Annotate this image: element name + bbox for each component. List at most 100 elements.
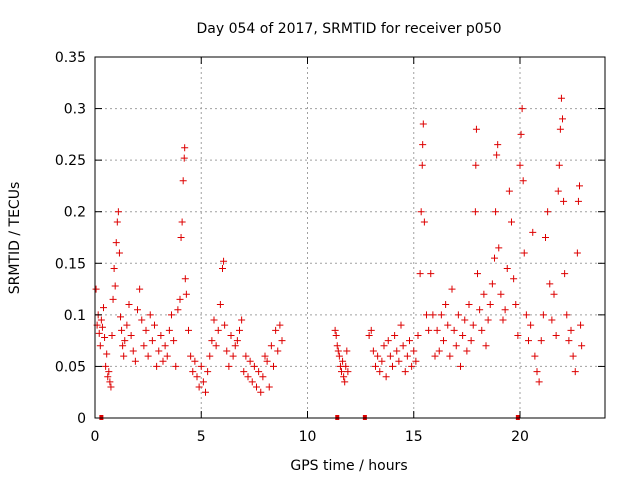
data-point <box>242 352 250 360</box>
data-point <box>142 326 150 334</box>
data-point <box>335 352 343 360</box>
data-point <box>120 352 128 360</box>
data-point <box>427 270 435 278</box>
data-point <box>333 342 341 350</box>
data-point <box>174 306 182 314</box>
data-point <box>533 368 541 376</box>
data-point <box>499 316 507 324</box>
data-point <box>419 120 427 128</box>
data-point <box>272 326 280 334</box>
data-point <box>161 342 169 350</box>
grid <box>95 57 605 418</box>
data-point <box>108 331 116 339</box>
data-point <box>374 352 382 360</box>
data-point <box>121 337 129 345</box>
data-point <box>433 326 441 334</box>
data-point <box>176 295 184 303</box>
data-point <box>380 342 388 350</box>
data-point <box>512 301 520 309</box>
data-point <box>554 187 562 195</box>
data-point <box>416 270 424 278</box>
data-point <box>105 368 113 376</box>
data-point <box>214 326 222 334</box>
data-point <box>542 234 549 241</box>
y-tick-label: 0.25 <box>55 153 86 169</box>
data-point <box>518 105 526 113</box>
data-point <box>129 347 137 355</box>
data-point <box>189 368 197 376</box>
data-point <box>365 331 373 339</box>
data-point <box>560 197 568 205</box>
data-point <box>223 347 231 355</box>
data-point <box>229 352 237 360</box>
data-point <box>206 352 214 360</box>
data-point <box>448 285 456 293</box>
data-point <box>177 234 185 241</box>
data-point <box>505 187 513 195</box>
data-point <box>253 383 260 391</box>
data-point <box>153 362 161 370</box>
data-point <box>393 347 401 355</box>
data-point <box>482 342 490 350</box>
data-point <box>255 368 263 376</box>
data-point <box>529 228 537 236</box>
x-axis-label: GPS time / hours <box>290 458 407 474</box>
data-point <box>369 347 377 355</box>
data-point <box>134 306 141 314</box>
data-point <box>106 378 114 386</box>
data-point <box>112 239 120 247</box>
data-point <box>431 352 439 360</box>
y-axis-label: SRMTID / TECUs <box>7 182 23 295</box>
data-point <box>244 373 252 381</box>
data-point <box>516 161 524 169</box>
data-point <box>339 357 347 365</box>
y-tick-label: 0.3 <box>64 102 86 118</box>
data-point <box>221 321 229 329</box>
data-point <box>111 282 119 290</box>
data-point <box>197 362 205 370</box>
data-point <box>115 249 123 257</box>
data-point <box>95 329 103 337</box>
data-point <box>501 306 509 314</box>
x-tick-label: 15 <box>405 429 423 445</box>
data-point <box>165 326 173 334</box>
data-point <box>565 337 573 345</box>
data-point <box>563 311 571 319</box>
data-point <box>476 306 484 314</box>
data-point <box>208 337 216 345</box>
data-point <box>246 357 254 365</box>
data-point <box>378 357 386 365</box>
data-point <box>384 337 392 345</box>
data-point <box>539 311 547 319</box>
data-point <box>410 347 418 355</box>
data-point <box>493 151 501 159</box>
data-point <box>276 321 284 329</box>
data-point <box>341 378 349 386</box>
data-point <box>420 218 428 226</box>
data-point <box>338 368 345 376</box>
data-point <box>181 275 189 283</box>
data-point <box>367 326 375 334</box>
data-point <box>399 342 407 350</box>
data-point <box>544 208 552 216</box>
data-point <box>163 352 171 360</box>
data-point <box>567 326 575 334</box>
data-point <box>467 337 475 345</box>
data-point <box>168 311 175 319</box>
data-point <box>181 144 189 152</box>
data-point <box>117 313 124 321</box>
data-point <box>227 331 235 339</box>
data-point <box>210 316 218 324</box>
data-point <box>261 352 269 360</box>
data-point <box>102 362 110 370</box>
data-point <box>212 342 220 350</box>
data-point <box>96 342 104 350</box>
data-point <box>136 285 144 293</box>
y-tick-label: 0.35 <box>55 50 86 66</box>
data-point <box>471 208 479 216</box>
data-point <box>151 321 158 329</box>
data-point <box>508 218 515 226</box>
data-point <box>425 326 433 334</box>
data-point <box>148 337 156 345</box>
data-point <box>343 347 351 355</box>
